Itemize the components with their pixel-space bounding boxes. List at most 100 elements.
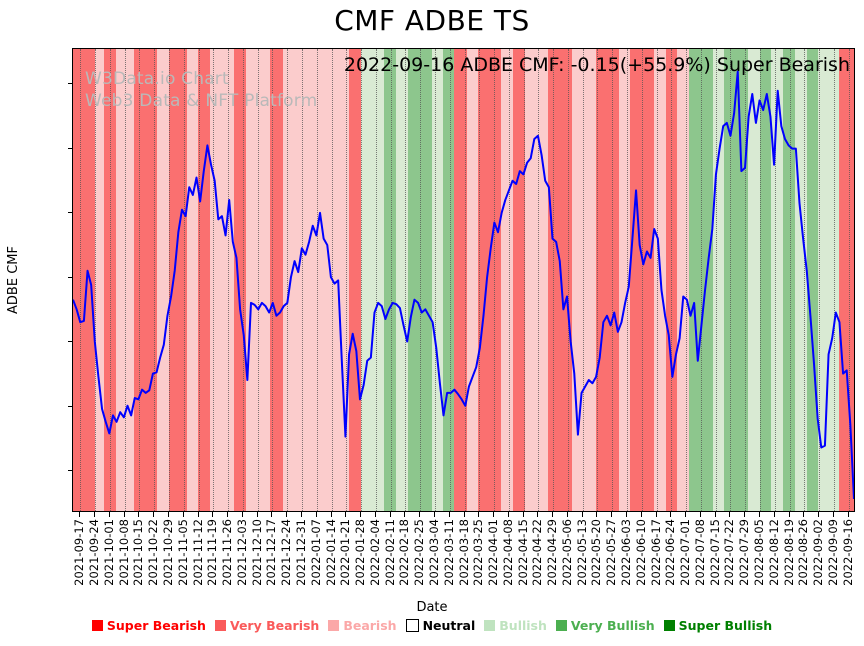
- signal-band-bearish: [618, 49, 631, 511]
- x-tick-mark: [522, 512, 524, 517]
- gridline: [95, 49, 97, 511]
- gridline: [833, 49, 835, 511]
- legend-label: Bearish: [343, 618, 397, 633]
- x-tick-label: 2022-07-22: [722, 519, 737, 586]
- x-tick-mark: [758, 512, 760, 517]
- x-tick-label: 2021-10-08: [116, 519, 131, 586]
- gridline: [139, 49, 141, 511]
- gridline: [124, 49, 126, 511]
- x-tick-mark: [79, 512, 81, 517]
- x-tick-mark: [182, 512, 184, 517]
- gridline: [508, 49, 510, 511]
- x-tick-label: 2022-07-29: [737, 519, 752, 586]
- signal-band-bullish: [771, 49, 784, 511]
- legend-label: Neutral: [422, 618, 476, 633]
- gridline: [316, 49, 318, 511]
- gridline: [301, 49, 303, 511]
- signal-band-bearish: [677, 49, 690, 511]
- x-tick-label: 2021-10-15: [131, 519, 146, 586]
- x-tick-mark: [271, 512, 273, 517]
- signal-band-very_bullish: [383, 49, 396, 511]
- x-tick-mark: [108, 512, 110, 517]
- x-tick-label: 2021-11-26: [220, 519, 235, 586]
- legend-item[interactable]: Very Bearish: [214, 618, 319, 633]
- x-tick-label: 2021-12-17: [264, 519, 279, 586]
- legend-swatch-icon: [405, 619, 419, 632]
- signal-band-bullish: [712, 49, 725, 511]
- gridline: [582, 49, 584, 511]
- x-tick-mark: [330, 512, 332, 517]
- x-tick-label: 2022-06-03: [619, 519, 633, 586]
- x-tick-label: 2022-05-06: [559, 519, 574, 586]
- x-tick-label: 2022-01-28: [353, 519, 368, 586]
- y-tick-mark: [68, 470, 72, 472]
- x-tick-mark: [227, 512, 229, 517]
- x-tick-mark: [714, 512, 716, 517]
- gridline: [656, 49, 658, 511]
- y-tick-mark: [68, 341, 72, 343]
- signal-band-very_bearish: [454, 49, 467, 511]
- x-tick-label: 2022-07-15: [707, 519, 722, 586]
- legend-item[interactable]: Bullish: [484, 618, 547, 633]
- legend-item[interactable]: Neutral: [405, 618, 476, 633]
- legend-swatch-icon: [484, 620, 496, 631]
- gridline: [361, 49, 363, 511]
- x-tick-mark: [655, 512, 657, 517]
- gridline: [449, 49, 451, 511]
- signal-band-very_bearish: [73, 49, 95, 511]
- legend-item[interactable]: Super Bullish: [663, 618, 772, 633]
- x-tick-label: 2022-06-24: [663, 519, 678, 586]
- legend-item[interactable]: Bearish: [328, 618, 397, 633]
- signal-band-bullish: [361, 49, 384, 511]
- gridline: [567, 49, 569, 511]
- gridline: [641, 49, 643, 511]
- x-tick-label: 2021-10-01: [101, 519, 116, 586]
- gridline: [375, 49, 377, 511]
- x-tick-label: 2022-08-12: [766, 519, 781, 586]
- x-tick-label: 2022-04-01: [486, 519, 501, 586]
- gridline: [789, 49, 791, 511]
- x-tick-mark: [345, 512, 347, 517]
- gridline: [183, 49, 185, 511]
- page-title: CMF ADBE TS: [334, 4, 530, 37]
- x-tick-mark: [566, 512, 568, 517]
- x-tick-label: 2021-11-05: [175, 519, 190, 586]
- legend-swatch-icon: [91, 620, 103, 631]
- gridline: [494, 49, 496, 511]
- signal-band-bearish: [156, 49, 169, 511]
- x-tick-label: 2022-08-26: [796, 519, 811, 586]
- y-tick-mark: [68, 405, 72, 407]
- x-tick-label: 2022-07-08: [692, 519, 707, 586]
- legend-swatch-icon: [663, 620, 675, 631]
- gridline: [405, 49, 407, 511]
- x-tick-mark: [818, 512, 820, 517]
- x-tick-label: 2021-12-03: [234, 519, 249, 586]
- legend-item[interactable]: Very Bullish: [555, 618, 655, 633]
- x-tick-mark: [507, 512, 509, 517]
- gridline: [154, 49, 156, 511]
- chart-legend: Super Bearish Very Bearish Bearish Neutral B…: [0, 618, 864, 633]
- gridline: [390, 49, 392, 511]
- signal-band-very_bearish: [168, 49, 188, 511]
- gridline: [612, 49, 614, 511]
- x-tick-label: 2022-04-08: [500, 519, 515, 586]
- gridline: [434, 49, 436, 511]
- x-tick-label: 2021-09-17: [72, 519, 87, 586]
- x-tick-mark: [803, 512, 805, 517]
- gridline: [346, 49, 348, 511]
- x-tick-label: 2022-06-10: [633, 519, 648, 586]
- x-tick-mark: [832, 512, 834, 517]
- x-tick-label: 2021-10-29: [161, 519, 176, 586]
- gridline: [848, 49, 850, 511]
- x-tick-mark: [581, 512, 583, 517]
- signal-band-very_bearish: [838, 49, 854, 511]
- y-tick-mark: [68, 276, 72, 278]
- signal-band-bearish: [501, 49, 514, 511]
- x-tick-label: 2022-03-25: [471, 519, 486, 586]
- gridline: [804, 49, 806, 511]
- x-tick-mark: [256, 512, 258, 517]
- plot-area[interactable]: W3Data.io Chart Web3 Data & NFT Platform…: [72, 48, 855, 512]
- x-tick-label: 2022-08-19: [781, 519, 796, 586]
- legend-item[interactable]: Super Bearish: [91, 618, 206, 633]
- gridline: [109, 49, 111, 511]
